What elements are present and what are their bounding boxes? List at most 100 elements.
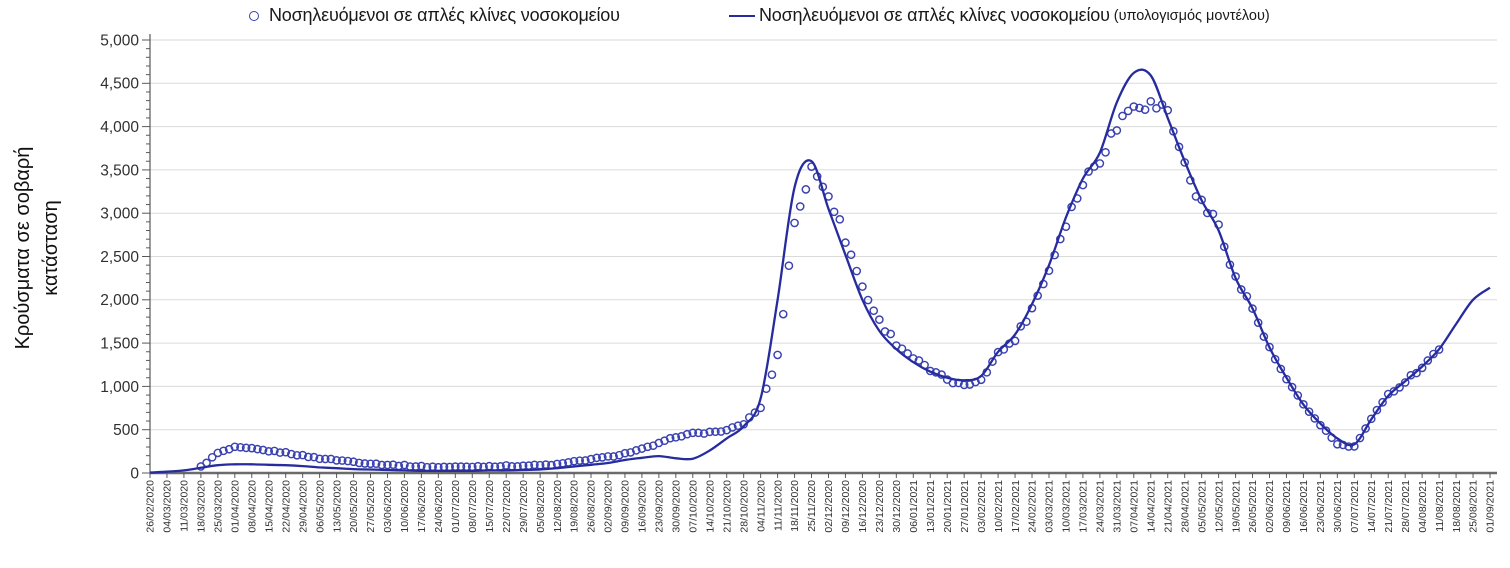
x-tick-label: 04/03/2020 [162,480,174,533]
x-tick-label: 16/06/2021 [1298,480,1310,533]
observed-point [349,457,358,467]
observed-point [1366,414,1376,424]
observed-point [236,442,245,452]
x-tick-label: 24/02/2021 [1027,480,1039,533]
x-tick-label: 17/06/2020 [416,480,428,533]
observed-point [773,350,782,360]
observed-point [1304,407,1314,417]
x-tick-label: 20/01/2021 [942,480,954,533]
axes [142,34,1497,478]
y-tick-label: 3,000 [100,206,139,223]
x-tick-label: 14/07/2021 [1366,480,1378,533]
observed-point [303,452,313,462]
y-tick-label: 2,500 [100,249,139,266]
observed-point [1174,142,1184,152]
y-tick-label: 500 [113,422,139,439]
x-tick-label: 06/01/2021 [908,480,920,533]
x-tick-label: 28/07/2021 [1400,480,1412,533]
observed-point [614,450,624,460]
observed-point [897,344,907,353]
x-tick-label: 27/01/2021 [959,480,971,533]
x-tick-label: 31/03/2021 [1112,480,1124,533]
x-tick-label: 02/09/2020 [603,480,615,533]
observed-point [1248,304,1257,313]
observed-point [801,185,811,194]
x-tick-label: 08/07/2020 [467,480,479,533]
observed-point [275,448,285,457]
x-tick-label: 21/04/2021 [1162,480,1174,533]
legend-item-observed: Νοσηλευόμενοι σε απλές κλίνες νοσοκομείο… [249,5,620,26]
observed-point [1095,159,1105,168]
x-tick-label: 03/02/2021 [976,480,988,533]
observed-point [1129,102,1139,111]
observed-point [230,442,240,452]
x-tick-label: 21/07/2021 [1383,480,1395,533]
observed-point [1310,414,1320,423]
x-tick-label: 19/08/2020 [569,480,581,533]
x-tick-label: 05/05/2021 [1196,480,1208,533]
observed-scatter-points [196,97,1444,472]
observed-point [711,427,720,437]
legend-model-label-parenthetical: (υπολογισμός μοντέλου) [1113,7,1270,24]
y-tick-label: 2,000 [100,292,139,309]
x-tick-label: 14/04/2021 [1145,480,1157,533]
x-tick-label: 10/06/2020 [399,480,411,533]
observed-point [264,446,274,456]
observed-point [530,460,539,470]
observed-point [1400,378,1410,387]
x-tick-label: 26/08/2020 [586,480,598,533]
observed-point [332,456,341,465]
x-tick-label: 22/07/2020 [501,480,513,533]
observed-point [852,266,862,276]
x-tick-label: 15/04/2020 [263,480,275,533]
x-tick-label: 26/05/2021 [1247,480,1259,533]
observed-point [1276,364,1286,374]
observed-point [609,452,618,461]
observed-point [1406,370,1416,380]
observed-point [564,458,573,467]
observed-point [784,261,794,271]
x-tick-label: 04/08/2021 [1417,480,1429,533]
observed-point [1361,424,1370,433]
observed-point [1429,349,1438,359]
observed-point [315,454,324,464]
legend-item-model: Νοσηλευόμενοι σε απλές κλίνες νοσοκομείο… [729,5,1270,26]
x-tick-label: 26/02/2020 [145,480,157,533]
open-circle-marker-icon [249,10,259,21]
observed-point [383,460,392,470]
x-tick-label: 29/07/2020 [518,480,530,533]
observed-point [1423,356,1433,365]
model-line-path [149,68,1491,474]
observed-point [253,444,262,454]
observed-point [631,446,641,455]
observed-point [643,442,652,452]
observed-point [1344,442,1353,451]
observed-point [270,446,279,456]
observed-point [1378,397,1387,407]
y-tick-label: 3,500 [100,162,139,179]
x-tick-label: 16/12/2020 [857,480,869,533]
observed-point [1293,391,1303,400]
observed-point [281,447,291,457]
observed-point [1355,433,1365,443]
x-tick-label: 24/06/2020 [433,480,445,533]
x-tick-label: 30/12/2020 [891,480,903,533]
observed-point [1372,405,1382,415]
observed-point [875,315,884,324]
y-tick-label: 1,000 [100,379,139,396]
observed-point [914,356,924,365]
observed-point [575,456,585,465]
observed-point [377,460,387,470]
observed-point [790,218,799,228]
x-tick-label: 23/06/2021 [1315,480,1327,533]
observed-point [716,427,726,436]
observed-point [326,454,336,464]
observed-point [733,421,743,431]
observed-point [1299,400,1308,409]
observed-point [597,453,607,462]
observed-point [360,459,370,468]
observed-point [501,461,511,470]
observed-point [1236,285,1246,294]
observed-point [1265,342,1274,352]
